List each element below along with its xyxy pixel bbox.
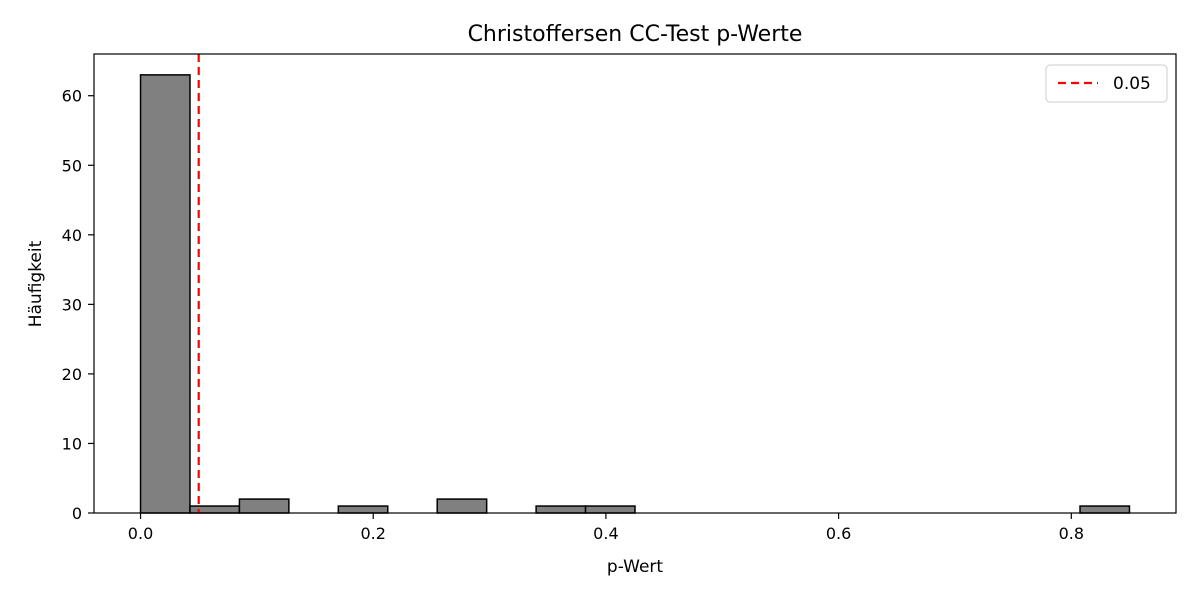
x-tick-label-2: 0.4	[593, 524, 618, 543]
bars-group	[139, 74, 1131, 514]
y-tick-label-6: 60	[62, 87, 82, 106]
y-tick-label-3: 30	[62, 295, 82, 314]
histogram-bar-6	[584, 505, 636, 514]
y-tick-label-0: 0	[72, 504, 82, 523]
plot-frame	[93, 53, 1177, 514]
x-axis-ticks: 0.0 0.2 0.4 0.6 0.8	[128, 513, 1084, 543]
x-tick-label-0: 0.0	[128, 524, 153, 543]
legend-box	[1045, 64, 1168, 103]
y-axis-ticks: 0 10 20 30 40 50 60	[62, 87, 94, 523]
x-tick-label-4: 0.8	[1059, 524, 1084, 543]
x-tick-label-3: 0.6	[826, 524, 851, 543]
histogram-bar-1	[189, 505, 241, 514]
histogram-bar-7	[1079, 505, 1131, 514]
y-tick-label-1: 10	[62, 434, 82, 453]
y-tick-label-4: 40	[62, 226, 82, 245]
y-axis-label: Häufigkeit	[26, 240, 46, 327]
legend: 0.05	[1045, 64, 1168, 103]
histogram-bar-5	[535, 505, 587, 514]
y-tick-label-2: 20	[62, 365, 82, 384]
histogram-bar-3	[337, 505, 389, 514]
y-tick-label-5: 50	[62, 156, 82, 175]
x-tick-label-1: 0.2	[360, 524, 385, 543]
histogram-bar-0	[139, 74, 191, 514]
x-axis-label: p-Wert	[607, 557, 663, 577]
chart-title: Christoffersen CC-Test p-Werte	[468, 22, 803, 47]
histogram-bar-4	[436, 498, 488, 514]
histogram-bar-2	[238, 498, 290, 514]
legend-label: 0.05	[1113, 74, 1151, 94]
